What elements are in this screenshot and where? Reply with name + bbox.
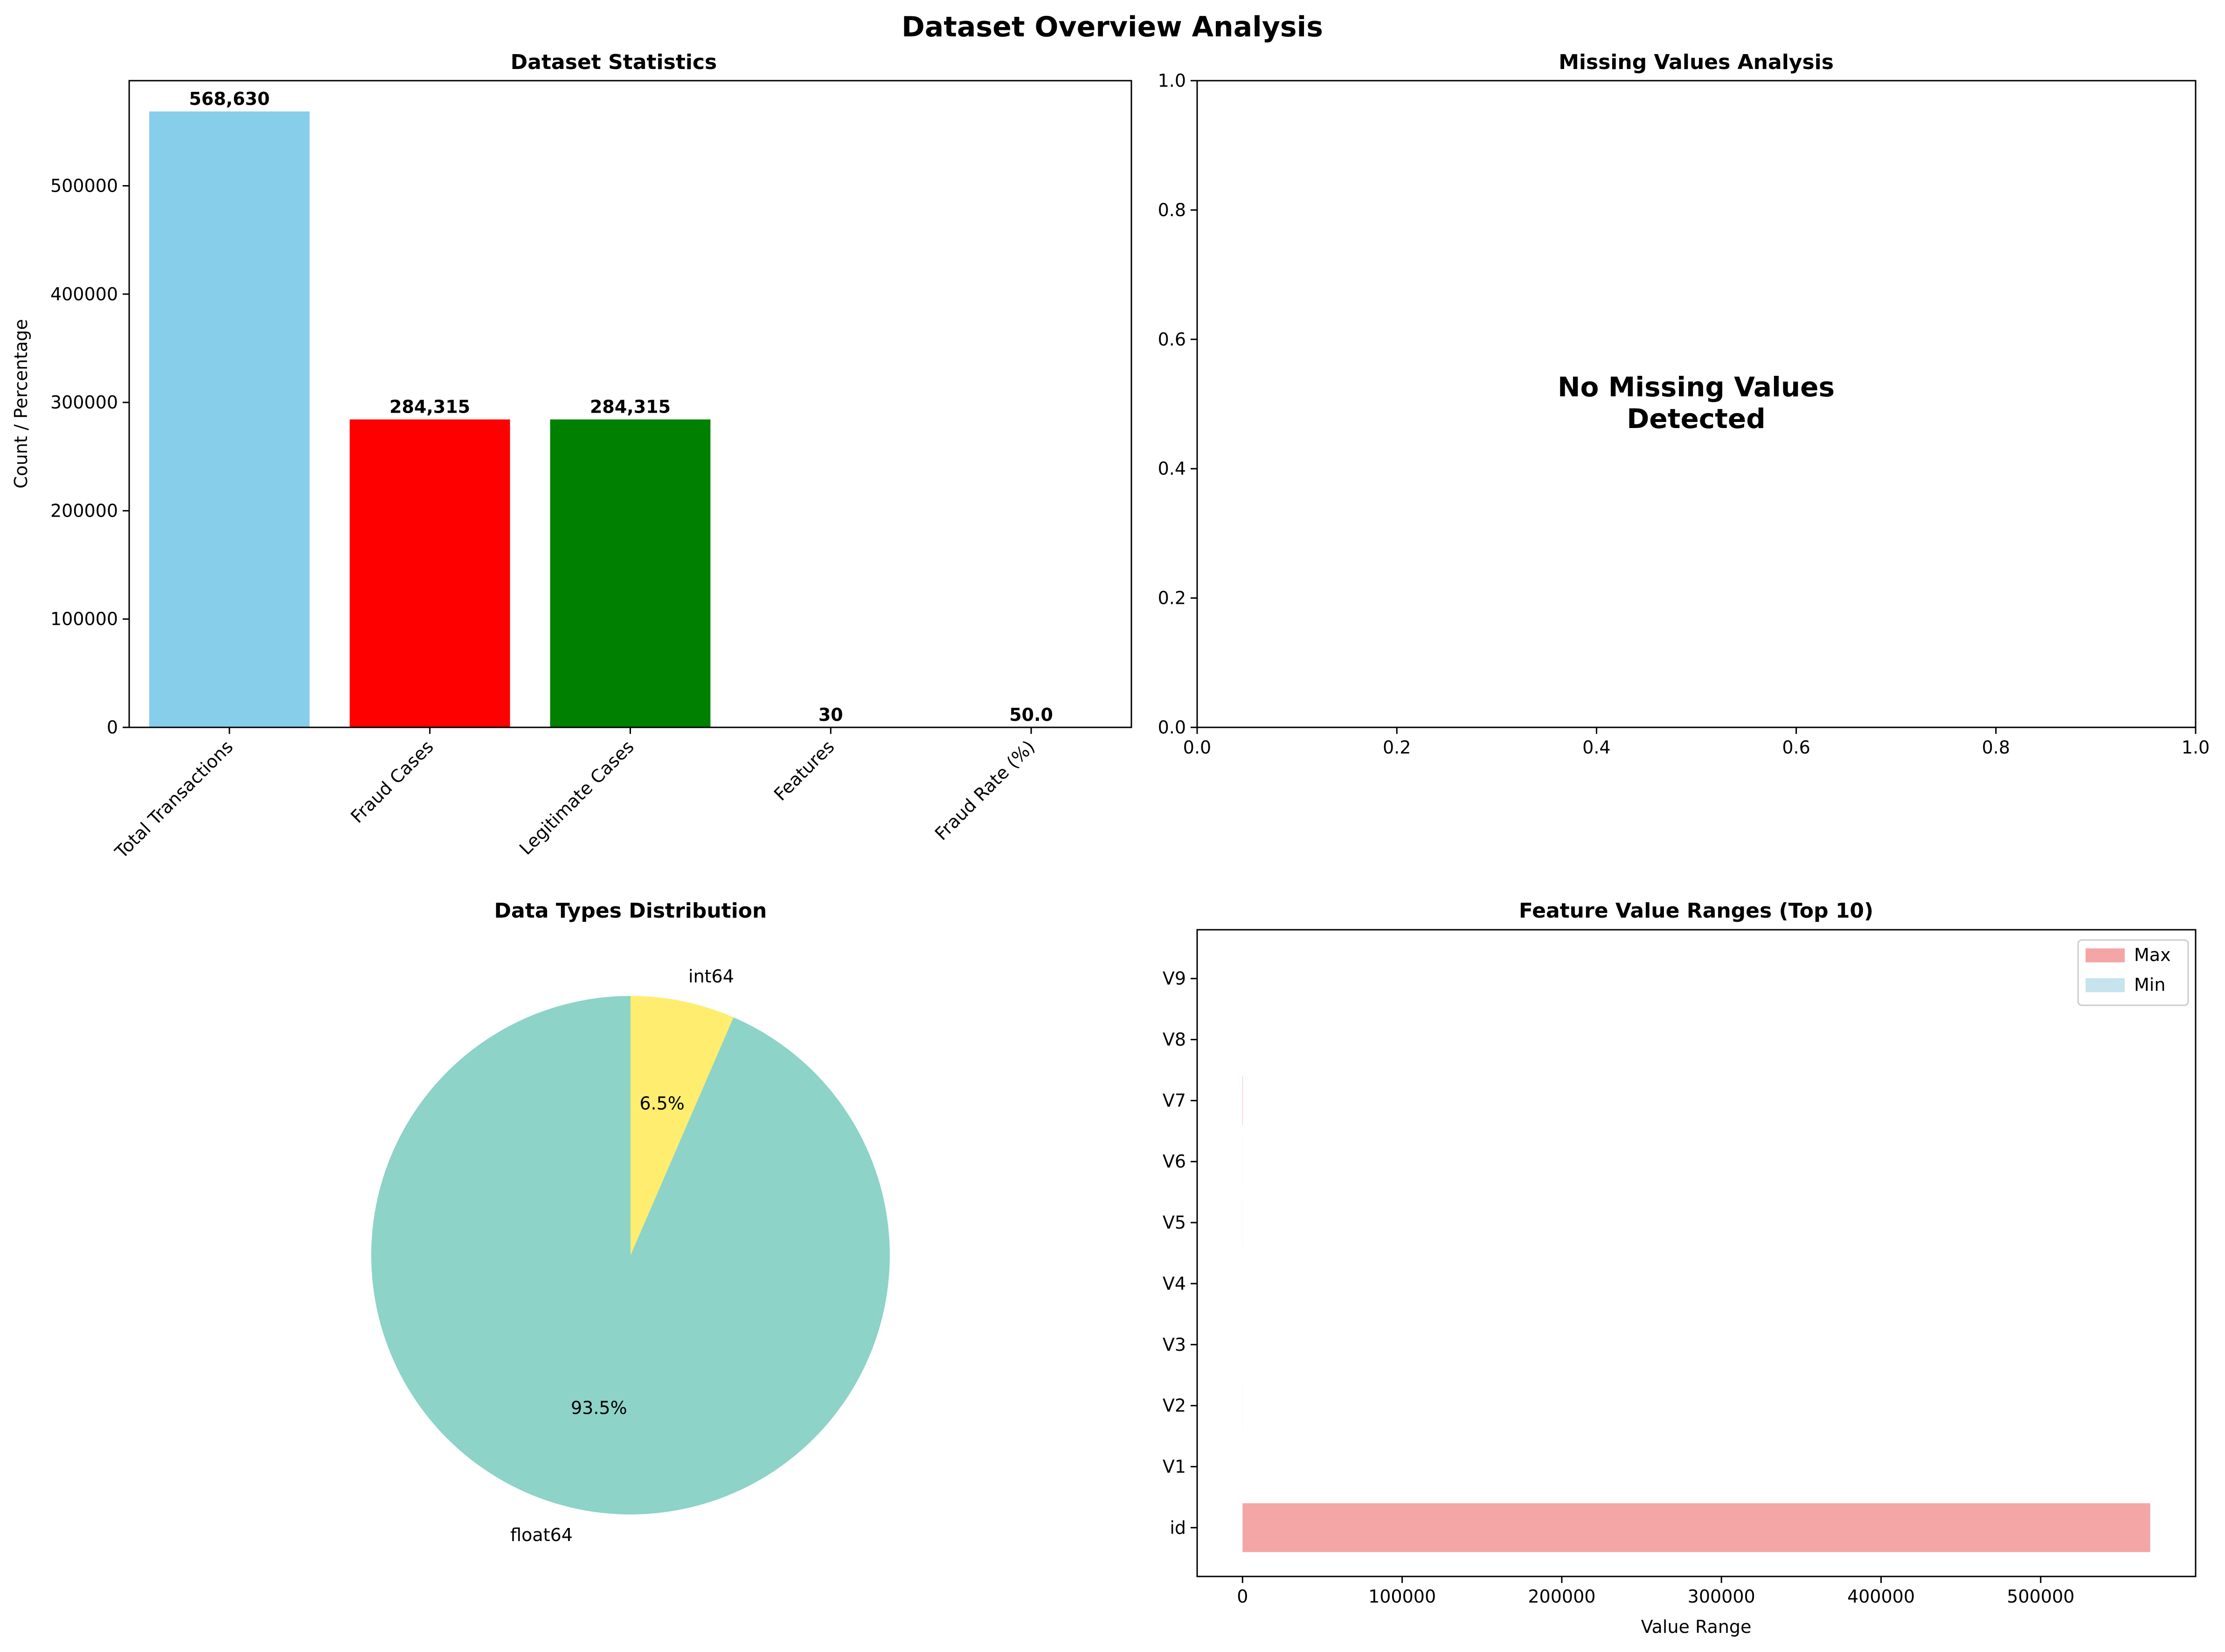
x-tick-label: 300000	[1688, 1586, 1755, 1607]
missing-values-chart: Missing Values Analysis 0.0 0.2 0.4 0.6 0.8 1…	[1158, 50, 2210, 758]
bar-max-id	[1242, 1503, 2150, 1552]
pie-percent-label: 6.5%	[639, 1093, 685, 1113]
y-tick-label: V9	[1163, 968, 1186, 989]
x-tick-label: 100000	[1368, 1586, 1436, 1607]
y-tick-label: 0	[107, 717, 118, 738]
x-tick-label: 0.6	[1782, 737, 1810, 758]
x-tick-label: 0	[1237, 1586, 1248, 1607]
y-tick-label: V2	[1163, 1396, 1186, 1416]
x-tick-label: 0.0	[1183, 737, 1211, 758]
plot-frame	[1196, 80, 2197, 728]
y-tick-label: V3	[1163, 1334, 1186, 1355]
chart-title: Feature Value Ranges (Top 10)	[1519, 899, 1873, 923]
pie-category-label: int64	[688, 966, 734, 987]
x-tick-label: 0.2	[1383, 737, 1411, 758]
missing-values-message-line-1: No Missing Values	[1558, 371, 1835, 403]
y-tick-label: 200000	[50, 500, 118, 521]
pie-slice-int64	[631, 996, 734, 1255]
y-tick-label: V1	[1163, 1456, 1186, 1477]
bar-legitimate-cases	[550, 419, 711, 727]
legend-swatch-max	[2086, 948, 2125, 962]
y-tick-label: 0.4	[1158, 458, 1186, 479]
data-types-pie-chart: Data Types Distribution 93.5% float64 6.5%…	[371, 899, 890, 1545]
y-tick-label: V6	[1163, 1151, 1186, 1172]
data-label: 568,630	[189, 89, 270, 109]
feature-value-ranges-chart: Feature Value Ranges (Top 10) id V1 V2 V3 V4…	[1163, 899, 2197, 1637]
y-tick-label: 1.0	[1158, 70, 1186, 91]
legend: Max Min	[2077, 939, 2189, 1006]
x-tick-label: 0.8	[1982, 737, 2010, 758]
plot-frame	[128, 80, 1132, 728]
y-tick-label: 500000	[50, 175, 118, 196]
y-tick-label: 0.8	[1158, 200, 1186, 220]
y-tick-label: 300000	[50, 392, 118, 413]
y-tick-label: V7	[1163, 1090, 1186, 1111]
data-label: 284,315	[389, 397, 470, 417]
data-label: 30	[818, 705, 843, 725]
y-tick-label: 0.0	[1158, 717, 1186, 738]
figure-title: Dataset Overview Analysis	[901, 11, 1323, 43]
y-tick-label: V5	[1163, 1212, 1186, 1233]
data-label: 284,315	[590, 397, 671, 417]
y-tick-label: V4	[1163, 1273, 1186, 1294]
y-tick-label: id	[1170, 1517, 1186, 1538]
chart-title: Dataset Statistics	[511, 50, 717, 74]
chart-title: Missing Values Analysis	[1559, 50, 1834, 74]
legend-swatch-min	[2086, 978, 2125, 992]
bar-max-v7	[1242, 1076, 1243, 1125]
y-tick-label: 400000	[50, 284, 118, 304]
legend-label-min: Min	[2134, 975, 2165, 995]
x-axis-label: Value Range	[1641, 1617, 1752, 1637]
y-tick-label: 0.6	[1158, 329, 1186, 350]
y-tick-label: V8	[1163, 1030, 1186, 1050]
bar-fraud-cases	[349, 419, 510, 727]
x-tick-label: 200000	[1528, 1586, 1595, 1607]
bar-total-transactions	[149, 111, 310, 728]
pie-category-label: float64	[510, 1525, 573, 1545]
x-tick-label: 400000	[1847, 1586, 1915, 1607]
pie-percent-label: 93.5%	[571, 1398, 627, 1418]
y-tick-label: 0.2	[1158, 588, 1186, 608]
data-label: 50.0	[1009, 705, 1053, 725]
x-tick-label: 0.4	[1582, 737, 1610, 758]
legend-label-max: Max	[2134, 945, 2171, 965]
y-axis-label: Count / Percentage	[11, 319, 31, 489]
plot-frame	[1196, 929, 2197, 1577]
y-tick-label: 100000	[50, 609, 118, 629]
missing-values-message-line-2: Detected	[1627, 403, 1766, 435]
x-tick-label: 500000	[2007, 1586, 2074, 1607]
chart-title: Data Types Distribution	[494, 899, 767, 923]
x-tick-label: 1.0	[2182, 737, 2210, 758]
